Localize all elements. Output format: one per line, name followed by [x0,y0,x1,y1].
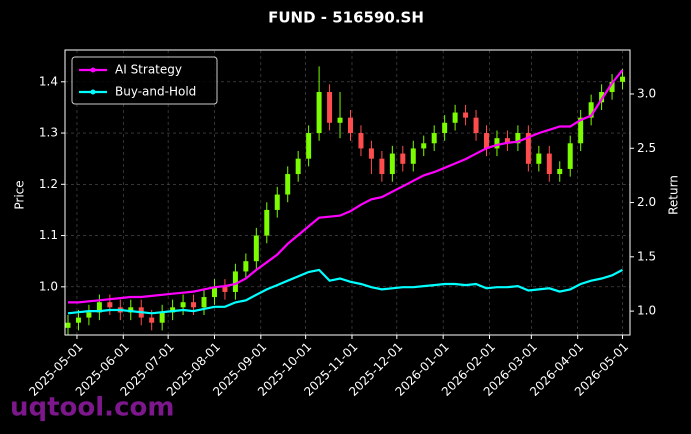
legend-box [71,56,218,105]
candle-body [222,286,228,292]
candle-body [201,297,207,308]
candle-body [243,261,249,272]
candle-body [211,286,217,298]
candle-body [609,81,615,93]
candle-body [358,133,364,149]
candle-body [295,158,301,175]
watermark: uqtool.com [10,393,174,423]
candle-body [306,133,312,159]
candle-body [128,307,134,313]
series-line [68,69,624,304]
legend-marker [90,67,96,73]
candle-body [379,158,385,175]
candle-body [504,138,510,144]
y-tick-label: 1.0 [39,279,58,293]
candle-body [546,153,552,175]
candle-body [285,174,291,195]
y-axis-label: Price [13,180,27,209]
candle-body [463,112,469,118]
candle-body [96,302,102,313]
candle-body [170,307,176,313]
candle-body [515,133,521,144]
candle-body [494,138,500,149]
y-tick-label: 1.3 [39,126,58,140]
candle-body [452,112,458,123]
candle-body [159,312,165,323]
candle-body [442,122,448,134]
candle-body [232,271,238,292]
candle-body [274,194,280,210]
series-line [67,268,624,315]
candle-body [578,117,584,144]
legend: AI Strategy Buy-and-Hold [71,56,218,105]
y-tick-label: 1.1 [39,228,58,242]
candle-body [327,92,333,123]
legend-marker [90,89,96,95]
y-tick-label: 1.2 [39,177,58,191]
candle-body [421,143,427,149]
candle-body [525,133,531,164]
y2-tick-label: 2.0 [637,195,656,209]
candle-body [567,143,573,169]
candle-body [620,76,626,82]
candle-body [191,302,197,308]
candle-body [536,153,542,164]
candle-body [264,209,270,236]
candle-body [316,92,322,134]
candle-body [368,148,374,159]
candle-body [347,117,353,134]
candle-body [86,312,92,318]
legend-label: AI Strategy [115,63,182,77]
y-tick-label: 1.4 [39,74,58,88]
candle-body [65,322,71,328]
y2-tick-label: 2.5 [637,141,656,155]
chart-title: FUND - 516590.SH [268,9,424,27]
y2-tick-label: 1.5 [637,249,656,263]
legend-label: Buy-and-Hold [115,85,196,99]
y2-axis-label: Return [667,175,681,215]
candle-body [253,235,259,262]
candle-body [149,317,155,323]
candle-body [180,302,186,308]
plot-frame [64,49,631,336]
candle-body [431,133,437,144]
candle-body [400,153,406,164]
candle-body [75,317,81,323]
candle-body [473,117,479,134]
y2-tick-label: 1.0 [637,304,656,318]
candle-body [337,117,343,123]
y2-tick-label: 3.0 [637,86,656,100]
candle-body [410,148,416,164]
candle-body [588,102,594,118]
candle-body [484,133,490,149]
candle-body [389,153,395,175]
candle-body [107,302,113,308]
candle-body [557,168,563,175]
candle-body [599,92,605,103]
